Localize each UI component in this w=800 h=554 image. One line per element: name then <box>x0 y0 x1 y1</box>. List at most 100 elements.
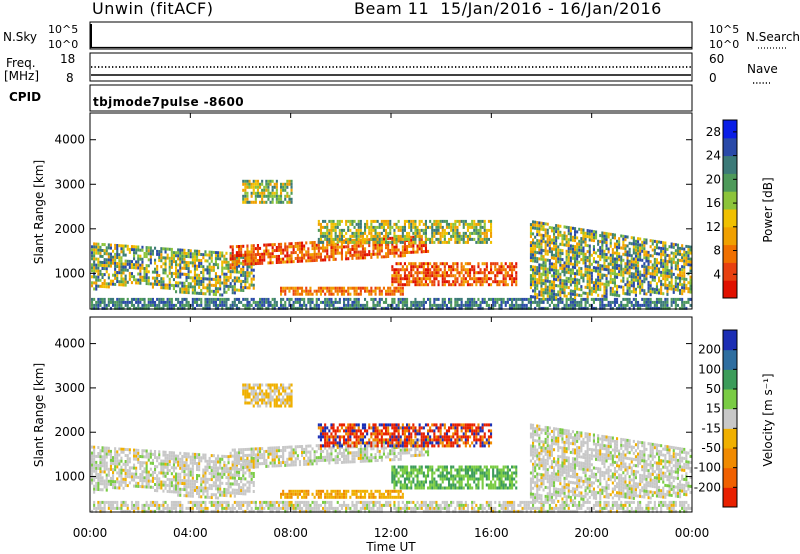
range-cell <box>513 303 516 307</box>
range-cell <box>229 270 232 274</box>
range-cell <box>674 255 677 259</box>
range-cell <box>616 297 619 301</box>
range-cell <box>109 258 112 262</box>
range-cell <box>99 248 102 252</box>
range-cell <box>317 286 320 290</box>
range-cell <box>137 248 140 252</box>
range-cell <box>676 273 679 277</box>
range-cell <box>256 179 259 183</box>
range-cell <box>336 292 339 296</box>
range-cell <box>601 282 604 286</box>
range-cell <box>403 234 406 238</box>
range-cell <box>252 306 255 310</box>
range-cell <box>164 268 167 272</box>
range-cell <box>261 306 264 310</box>
range-cell <box>124 454 127 457</box>
range-cell <box>183 297 186 301</box>
range-cell <box>290 182 293 186</box>
range-cell <box>395 271 398 275</box>
range-cell <box>626 265 629 269</box>
range-cell <box>632 239 635 243</box>
range-cell <box>620 258 623 262</box>
range-cell <box>109 479 112 483</box>
range-cell <box>250 194 253 198</box>
range-cell <box>263 255 266 259</box>
range-cell <box>544 240 547 244</box>
range-cell <box>263 194 266 198</box>
range-cell <box>118 297 121 301</box>
range-cell <box>372 252 375 256</box>
range-cell <box>613 281 616 285</box>
range-cell <box>603 252 606 256</box>
range-cell <box>315 255 318 259</box>
range-cell <box>637 249 640 253</box>
range-cell <box>246 306 249 310</box>
range-cell <box>160 483 163 487</box>
range-cell <box>353 253 356 257</box>
range-cell <box>95 509 98 513</box>
range-cell <box>319 222 322 226</box>
y-tick-label: 4000 <box>54 133 85 147</box>
range-cell <box>460 300 463 304</box>
range-cell <box>477 280 480 284</box>
range-cell <box>265 246 268 250</box>
range-cell <box>361 231 364 235</box>
range-cell <box>181 248 184 252</box>
range-cell <box>93 260 96 264</box>
range-cell <box>225 303 228 307</box>
range-cell <box>128 460 131 464</box>
range-cell <box>107 467 110 471</box>
range-cell <box>670 269 673 273</box>
range-cell <box>616 239 619 243</box>
range-cell <box>553 256 556 260</box>
range-cell <box>93 275 96 279</box>
range-cell <box>477 228 480 232</box>
range-cell <box>595 281 598 285</box>
range-cell <box>662 283 665 287</box>
range-cell <box>212 283 215 287</box>
range-cell <box>202 256 205 260</box>
range-cell <box>393 300 396 304</box>
range-cell <box>229 252 232 256</box>
range-cell <box>181 281 184 285</box>
range-cell <box>181 260 184 264</box>
range-cell <box>416 265 419 269</box>
range-cell <box>414 280 417 284</box>
range-cell <box>634 269 637 273</box>
range-cell <box>156 486 159 490</box>
range-cell <box>561 237 564 241</box>
range-cell <box>315 292 318 296</box>
range-cell <box>267 255 270 259</box>
range-cell <box>259 258 262 262</box>
range-cell <box>244 283 247 287</box>
range-cell <box>114 276 117 280</box>
range-cell <box>130 503 133 507</box>
range-cell <box>185 252 188 255</box>
range-cell <box>536 296 539 300</box>
range-cell <box>649 260 652 264</box>
range-cell <box>334 222 337 226</box>
range-cell <box>529 235 532 239</box>
range-cell <box>238 288 241 292</box>
range-cell <box>578 227 581 231</box>
range-cell <box>196 282 199 286</box>
range-cell <box>620 255 623 259</box>
range-cell <box>298 247 301 251</box>
range-cell <box>683 289 686 293</box>
range-cell <box>214 257 217 261</box>
range-cell <box>208 256 211 260</box>
range-cell <box>332 240 335 244</box>
range-cell <box>95 263 98 267</box>
range-cell <box>599 300 602 304</box>
range-cell <box>101 285 104 288</box>
range-cell <box>624 244 627 248</box>
colorbar-tick-label: 4 <box>713 267 721 281</box>
range-cell <box>626 268 629 272</box>
range-cell <box>611 300 614 304</box>
range-cell <box>147 270 150 274</box>
range-cell <box>574 233 577 237</box>
range-cell <box>359 286 362 290</box>
range-cell <box>660 264 663 268</box>
range-cell <box>191 291 194 295</box>
range-cell <box>679 282 682 286</box>
